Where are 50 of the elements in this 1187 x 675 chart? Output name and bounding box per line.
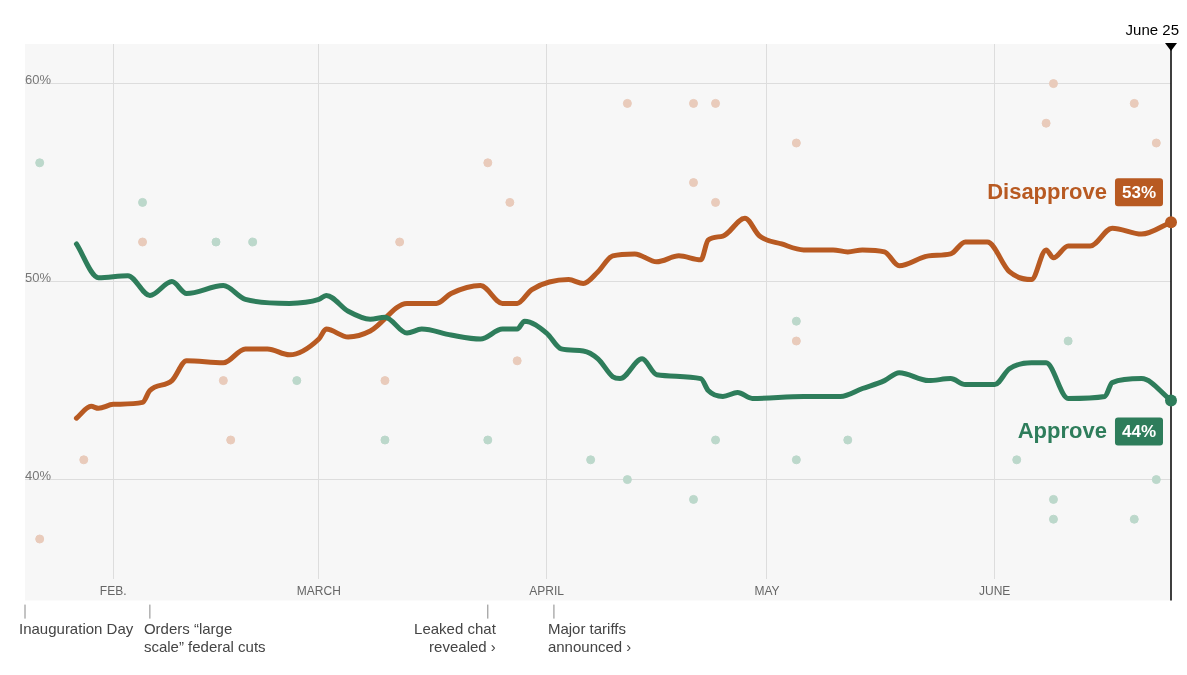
legend-label: Approve [1017, 418, 1107, 444]
ref-line-label: Leaked chat revealed › [414, 619, 497, 655]
point [1048, 514, 1058, 524]
point [711, 98, 721, 108]
y-tick-label: 40% [25, 468, 52, 484]
x-tick-label: MARCH [296, 584, 341, 599]
point [1151, 475, 1161, 485]
x-tick-label: FEB. [99, 584, 127, 599]
point [505, 197, 515, 207]
point [622, 98, 632, 108]
x-tick-label: JUNE [979, 584, 1011, 599]
point [1165, 216, 1177, 229]
point [1165, 394, 1177, 407]
point [843, 435, 853, 445]
point [791, 455, 801, 465]
point [512, 356, 522, 366]
point [689, 494, 698, 504]
point [791, 316, 801, 326]
point [483, 435, 493, 445]
point [1048, 79, 1058, 89]
point [1129, 514, 1139, 524]
legend-label: Disapprove [987, 179, 1107, 205]
point [689, 98, 698, 108]
point [483, 158, 493, 168]
point [586, 455, 596, 465]
data-label: 44% [1121, 422, 1156, 442]
point [791, 138, 801, 148]
point [711, 435, 721, 445]
point [395, 237, 405, 247]
point [380, 435, 390, 445]
ref-line-label: Major tariffs announced › [547, 619, 632, 655]
point [791, 336, 801, 346]
point [1129, 98, 1139, 108]
point [622, 475, 632, 485]
x-tick-label: APRIL [529, 584, 565, 599]
point [689, 178, 698, 188]
point [1063, 336, 1073, 346]
point [1048, 494, 1058, 504]
y-tick-label: 50% [25, 270, 52, 286]
x-tick-label: MAY [754, 584, 780, 599]
ref-line-label: Inauguration Day [19, 619, 134, 637]
ref-line-label: Orders “large scale” federal cuts [143, 619, 266, 655]
y-tick-label: 60% [25, 72, 52, 88]
point [1151, 138, 1161, 148]
point [711, 197, 721, 207]
point [1012, 455, 1022, 465]
ref-line-label: June 25 [1125, 20, 1179, 38]
point [380, 376, 390, 386]
data-label: 53% [1121, 182, 1156, 202]
point [1041, 118, 1051, 128]
